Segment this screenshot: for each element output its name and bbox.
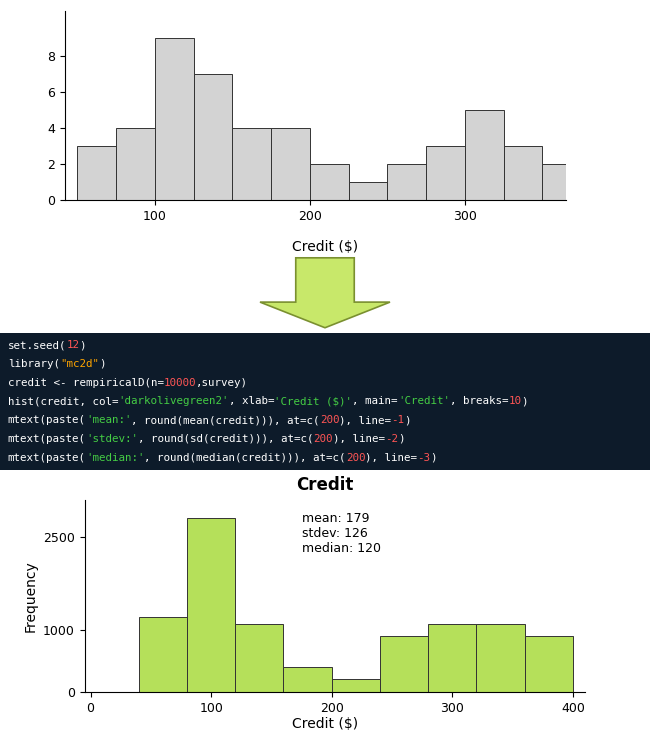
Text: hist(credit, col=: hist(credit, col= <box>8 397 118 406</box>
Bar <box>542 164 581 200</box>
Bar <box>504 146 542 200</box>
Bar <box>348 182 387 200</box>
Bar <box>283 667 332 692</box>
Text: 'darkolivegreen2': 'darkolivegreen2' <box>118 397 229 406</box>
Text: , breaks=: , breaks= <box>450 397 508 406</box>
Text: 10000: 10000 <box>164 377 196 388</box>
Bar <box>476 624 525 692</box>
Text: "mc2d": "mc2d" <box>60 359 99 369</box>
Text: ): ) <box>521 397 528 406</box>
Text: ), line=: ), line= <box>365 453 417 462</box>
Text: -1: -1 <box>391 415 404 425</box>
Text: ,survey): ,survey) <box>196 377 248 388</box>
Text: Credit ($): Credit ($) <box>292 240 358 254</box>
Bar <box>232 128 271 200</box>
Text: 200: 200 <box>320 415 339 425</box>
Text: ): ) <box>430 453 437 462</box>
Text: ): ) <box>404 415 411 425</box>
Text: , xlab=: , xlab= <box>229 397 274 406</box>
Text: , round(sd(credit))), at=c(: , round(sd(credit))), at=c( <box>138 434 313 444</box>
Text: ), line=: ), line= <box>339 415 391 425</box>
Bar <box>194 74 232 200</box>
Bar <box>525 636 573 692</box>
Bar <box>271 128 310 200</box>
Text: 'Credit': 'Credit' <box>398 397 450 406</box>
Text: ): ) <box>99 359 105 369</box>
Bar <box>426 146 465 200</box>
Text: ): ) <box>79 340 86 350</box>
Text: Credit: Credit <box>296 476 354 494</box>
Text: , main=: , main= <box>352 397 398 406</box>
Bar <box>310 164 348 200</box>
Bar <box>155 38 194 200</box>
Bar <box>387 164 426 200</box>
Text: mtext(paste(: mtext(paste( <box>8 434 86 444</box>
Text: 'mean:': 'mean:' <box>86 415 131 425</box>
Bar <box>77 146 116 200</box>
Text: ): ) <box>398 434 404 444</box>
Text: ), line=: ), line= <box>333 434 385 444</box>
Text: credit <- rempiricalD(n=: credit <- rempiricalD(n= <box>8 377 164 388</box>
Text: 10: 10 <box>508 397 521 406</box>
Text: mtext(paste(: mtext(paste( <box>8 453 86 462</box>
Text: 12: 12 <box>66 340 79 350</box>
Text: 'stdev:': 'stdev:' <box>86 434 138 444</box>
Text: -3: -3 <box>417 453 430 462</box>
Text: mean: 179
stdev: 126
median: 120: mean: 179 stdev: 126 median: 120 <box>302 512 381 555</box>
Bar <box>138 617 187 692</box>
Text: set.seed(: set.seed( <box>8 340 66 350</box>
Text: , round(median(credit))), at=c(: , round(median(credit))), at=c( <box>144 453 346 462</box>
Bar <box>428 624 476 692</box>
Text: , round(mean(credit))), at=c(: , round(mean(credit))), at=c( <box>131 415 320 425</box>
Text: Credit ($): Credit ($) <box>292 717 358 730</box>
Bar <box>332 679 380 692</box>
Text: 'median:': 'median:' <box>86 453 144 462</box>
Polygon shape <box>260 258 390 328</box>
Bar <box>465 110 504 200</box>
Text: 200: 200 <box>313 434 333 444</box>
Text: -2: -2 <box>385 434 398 444</box>
Bar <box>235 624 283 692</box>
Text: 200: 200 <box>346 453 365 462</box>
Text: 'Credit ($)': 'Credit ($)' <box>274 397 352 406</box>
Bar <box>187 518 235 692</box>
Y-axis label: Frequency: Frequency <box>23 560 37 631</box>
Text: library(: library( <box>8 359 60 369</box>
Bar <box>380 636 428 692</box>
Bar <box>116 128 155 200</box>
Text: mtext(paste(: mtext(paste( <box>8 415 86 425</box>
